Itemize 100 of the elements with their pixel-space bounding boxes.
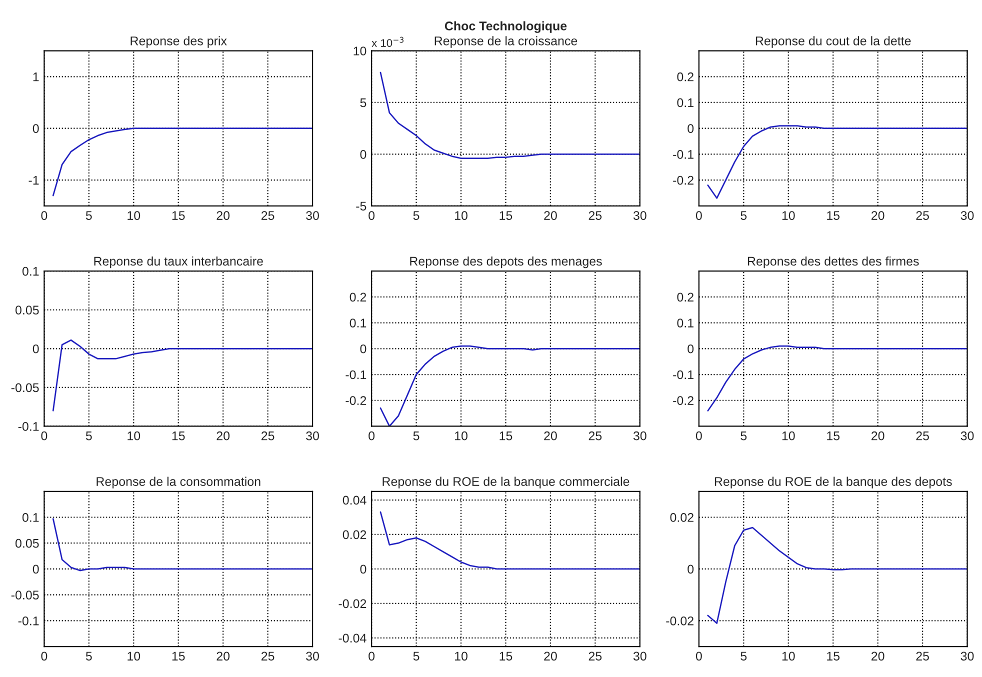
x-tick-label: 25 [588, 211, 602, 220]
chart-title: Reponse de la consommation [96, 476, 260, 488]
chart-title: Reponse des dettes des firmes [748, 256, 919, 268]
chart-title: Choc Technologique [444, 21, 567, 33]
y-tick-label: 0.04 [342, 496, 366, 505]
y-tick-label: 10 [354, 46, 366, 56]
x-tick-label: 5 [413, 652, 420, 661]
y-tick-label: 0.1 [350, 318, 366, 328]
y-tick-label: -0.2 [673, 176, 694, 185]
y-tick-label: 0.1 [677, 318, 694, 328]
x-tick-label: 0 [41, 211, 48, 220]
y-tick-label: 0 [32, 344, 39, 354]
x-tick-label: 25 [588, 431, 602, 440]
line-series [707, 125, 968, 199]
x-tick-label: 10 [128, 431, 140, 440]
chart-title: Reponse du ROE de la banque des depots [714, 476, 952, 488]
x-tick-label: 10 [128, 211, 140, 220]
y-tick-label: -0.1 [346, 370, 366, 380]
x-tick-label: 15 [500, 652, 512, 661]
y-tick-label: 0.05 [15, 538, 39, 548]
x-tick-label: 25 [916, 652, 929, 661]
y-tick-label: -0.05 [11, 590, 39, 600]
x-tick-label: 5 [86, 211, 92, 220]
x-tick-label: 25 [588, 652, 602, 661]
y-tick-label: -5 [356, 202, 366, 211]
line-series [707, 526, 968, 624]
x-tick-label: 30 [306, 431, 319, 440]
x-tick-label: 15 [827, 432, 840, 440]
x-tick-label: 5 [413, 211, 420, 220]
y-tick-label: -0.1 [673, 370, 694, 380]
y-tick-label: 1 [33, 72, 39, 82]
x-tick-label: 20 [872, 211, 884, 220]
x-tick-label: 0 [368, 431, 375, 440]
line-series [52, 339, 313, 412]
x-tick-label: 10 [782, 211, 795, 220]
x-tick-label: 20 [216, 431, 230, 440]
x-tick-label: 0 [368, 211, 375, 220]
y-tick-label: 0 [360, 564, 366, 574]
x-tick-label: 25 [916, 431, 929, 440]
y-tick-label: -0.05 [11, 383, 39, 392]
x-tick-label: 10 [455, 652, 468, 661]
line-series [707, 345, 968, 412]
x-tick-label: 25 [261, 431, 274, 440]
y-tick-label: 0.2 [677, 72, 694, 82]
x-tick-label: 0 [41, 652, 48, 661]
line-series [380, 72, 640, 160]
y-tick-label: -0.1 [18, 422, 39, 431]
x-tick-label: 15 [500, 432, 512, 440]
x-tick-label: 5 [86, 432, 92, 440]
x-tick-label: 30 [306, 211, 319, 220]
y-tick-label: -0.1 [18, 616, 39, 626]
y-tick-label: 0 [688, 124, 694, 133]
x-tick-label: 15 [172, 211, 185, 220]
x-tick-label: 15 [827, 652, 840, 661]
x-tick-label: 5 [740, 652, 747, 661]
x-tick-label: 25 [916, 211, 929, 220]
y-tick-label: 5 [360, 98, 366, 108]
text: x 10$^{−3}$ [372, 36, 404, 47]
x-tick-label: 20 [544, 431, 557, 440]
y-tick-label: 0.02 [342, 530, 366, 540]
x-tick-label: 0 [696, 652, 702, 661]
x-tick-label: 20 [872, 652, 884, 661]
y-tick-label: -0.2 [673, 396, 694, 406]
line-series [52, 518, 313, 572]
y-tick-label: 0.2 [350, 292, 366, 302]
x-tick-label: 15 [827, 211, 840, 220]
y-tick-label: 0 [688, 564, 694, 574]
y-tick-label: -0.04 [338, 634, 366, 643]
x-tick-label: 25 [261, 211, 274, 220]
x-tick-label: 20 [872, 431, 884, 440]
x-tick-label: 5 [86, 652, 92, 661]
x-tick-label: 20 [544, 211, 557, 220]
x-tick-label: 30 [960, 652, 974, 661]
x-tick-label: 10 [128, 652, 140, 661]
x-tick-label: 0 [41, 431, 48, 440]
x-tick-label: 15 [172, 652, 185, 661]
x-tick-label: 5 [740, 211, 747, 220]
x-tick-label: 25 [261, 652, 274, 661]
line-series [52, 128, 313, 196]
x-tick-label: 20 [216, 211, 230, 220]
x-tick-label: 30 [633, 431, 646, 440]
y-tick-label: -0.2 [346, 396, 366, 406]
chart-title: Reponse du ROE de la banque commerciale [382, 476, 630, 488]
x-tick-label: 30 [960, 211, 974, 220]
y-tick-label: 0.02 [670, 513, 694, 522]
x-tick-label: 30 [633, 211, 646, 220]
x-tick-label: 30 [633, 652, 646, 661]
x-tick-label: 30 [960, 431, 974, 440]
x-tick-label: 20 [216, 652, 230, 661]
chart-title: Reponse du cout de la dette [756, 36, 911, 48]
x-tick-label: 10 [455, 431, 468, 440]
y-tick-label: 0.1 [22, 266, 39, 276]
line-series [380, 345, 640, 426]
chart-title: Reponse des prix [130, 36, 227, 48]
y-tick-label: 0.2 [677, 292, 694, 302]
x-tick-label: 10 [782, 431, 795, 440]
y-tick-label: 0 [360, 344, 366, 354]
y-tick-label: 0 [688, 344, 694, 354]
y-tick-label: 0.1 [22, 513, 39, 522]
x-tick-label: 0 [368, 652, 375, 661]
